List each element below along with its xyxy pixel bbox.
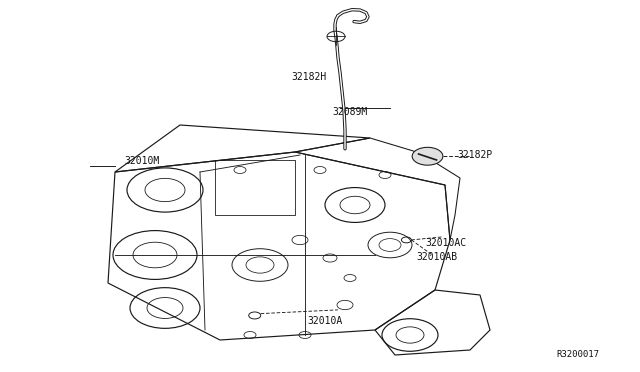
Bar [215, 160, 295, 215]
Text: 32010M: 32010M [125, 155, 160, 166]
Text: 32010A: 32010A [307, 315, 342, 326]
Text: 32010AB: 32010AB [416, 252, 457, 262]
Text: 32182H: 32182H [291, 72, 326, 82]
Circle shape [412, 147, 443, 165]
Text: 32182P: 32182P [458, 150, 493, 160]
Text: R3200017: R3200017 [557, 350, 600, 359]
Text: 32089M: 32089M [333, 107, 368, 117]
Text: 32010AC: 32010AC [426, 237, 467, 247]
